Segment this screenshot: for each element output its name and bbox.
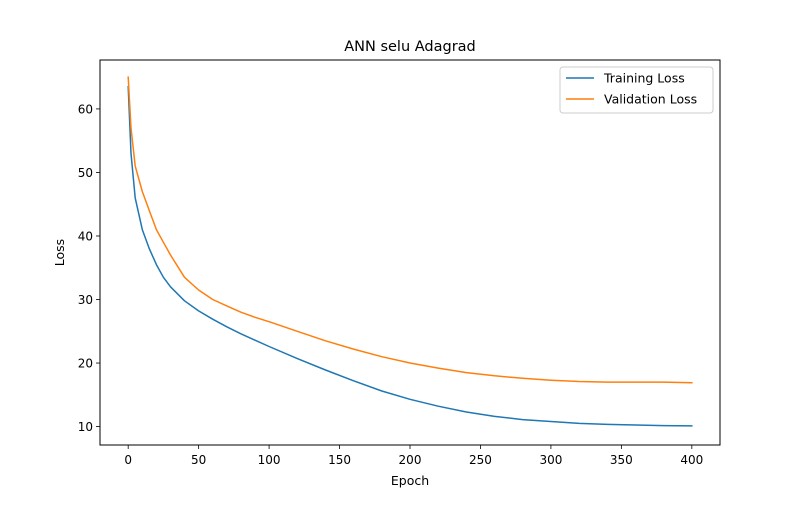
legend-label-training-loss: Training Loss: [603, 71, 685, 86]
x-tick-label: 50: [191, 453, 206, 467]
x-tick-label: 0: [124, 453, 132, 467]
y-tick-label: 20: [78, 357, 93, 371]
x-axis-label: Epoch: [391, 473, 429, 488]
y-tick-label: 40: [78, 229, 93, 243]
legend-label-validation-loss: Validation Loss: [604, 92, 697, 107]
y-tick-label: 30: [78, 293, 93, 307]
x-tick-label: 250: [469, 453, 492, 467]
y-axis-label: Loss: [52, 239, 67, 266]
y-tick-label: 50: [78, 166, 93, 180]
x-tick-label: 400: [680, 453, 703, 467]
series-line-training-loss: [127, 85, 693, 427]
x-tick-label: 350: [610, 453, 633, 467]
x-tick-label: 150: [328, 453, 351, 467]
x-tick-label: 300: [539, 453, 562, 467]
legend: Training Loss Validation Loss: [559, 66, 714, 114]
y-tick-label: 60: [78, 102, 93, 116]
x-tick-label: 200: [399, 453, 422, 467]
x-axis: 0 50 100 150 200 250 300 350 400: [124, 445, 703, 467]
y-axis: 10 20 30 40 50 60: [78, 102, 100, 434]
x-tick-label: 100: [258, 453, 281, 467]
chart-title: ANN selu Adagrad: [344, 39, 476, 55]
y-tick-label: 10: [78, 420, 93, 434]
plot-series: [127, 76, 693, 427]
series-line-validation-loss: [127, 76, 693, 384]
legend-box: [559, 66, 714, 114]
